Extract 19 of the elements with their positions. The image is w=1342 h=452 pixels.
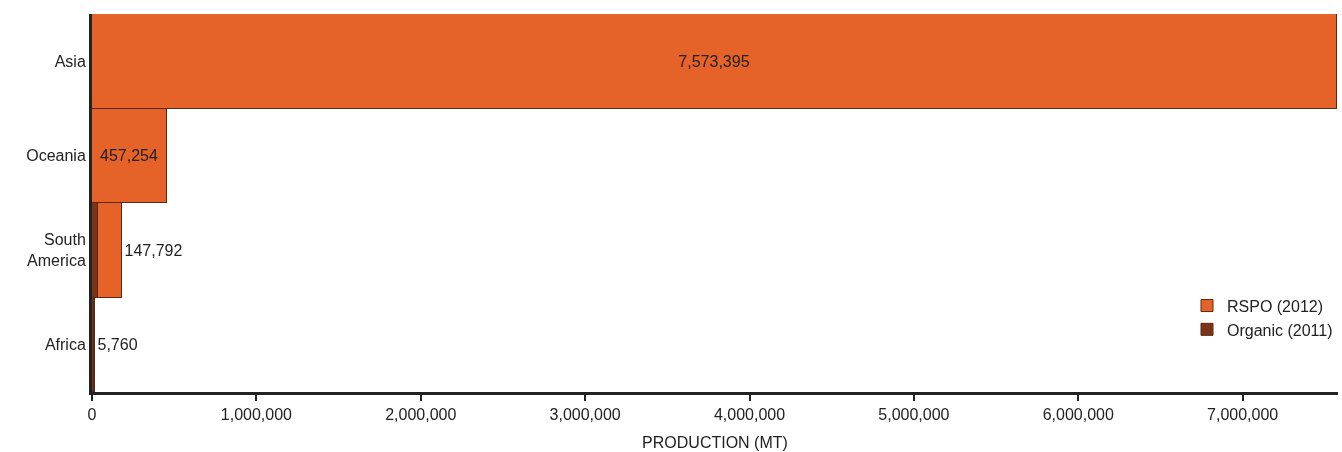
x-axis-title: PRODUCTION (MT) <box>642 433 788 451</box>
y-tick-label: South America <box>27 231 86 270</box>
x-tick-label: 0 <box>87 406 97 424</box>
legend-label: RSPO (2012) <box>1227 297 1324 315</box>
data-label: 7,573,395 <box>678 52 750 70</box>
y-tick-label: Asia <box>54 52 86 70</box>
x-tick-label: 3,000,000 <box>549 406 621 424</box>
x-tick-label: 4,000,000 <box>713 406 786 424</box>
data-label: 147,792 <box>124 241 183 259</box>
y-tick-label: Africa <box>44 336 86 354</box>
x-tick-label: 2,000,000 <box>385 406 457 424</box>
y-tick-label: Oceania <box>26 147 86 165</box>
legend-label: Organic (2011) <box>1227 321 1333 339</box>
x-tick-label: 7,000,000 <box>1207 406 1279 424</box>
data-label: 5,760 <box>97 336 138 353</box>
data-label: 457,254 <box>100 147 158 164</box>
x-tick-label: 6,000,000 <box>1042 406 1114 424</box>
x-tick-label: 1,000,000 <box>220 406 293 424</box>
x-tick-label: 5,000,000 <box>878 406 950 424</box>
